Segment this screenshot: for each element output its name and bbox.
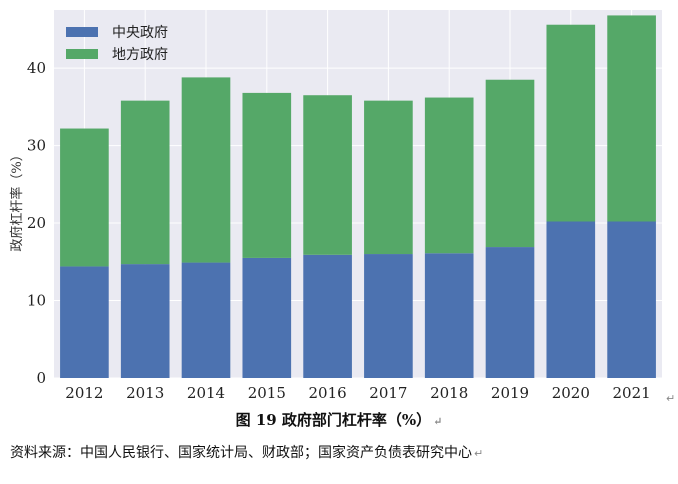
x-tick-label: 2021 [613,384,651,400]
bar-central-2014 [181,262,231,378]
y-tick-label: 30 [27,137,46,155]
paragraph-mark: ↵ [666,392,676,405]
x-tick-label: 2012 [65,384,103,400]
x-tick-label: 2014 [187,384,225,400]
bar-local-2015 [242,92,292,258]
y-tick-label: 0 [36,369,46,387]
x-tick-label: 2016 [309,384,347,400]
x-tick-label: 2018 [430,384,468,400]
bar-central-2015 [242,257,292,378]
x-tick-label: 2015 [248,384,286,400]
x-tick-labels: 2012 2013 2014 2015 2016 2017 2018 2019 2020 2021 [65,384,650,400]
x-tick-label: 2017 [369,384,407,400]
bar-local-2014 [181,77,231,263]
bar-central-2018 [424,253,474,378]
bar-local-2017 [364,100,413,255]
caption-text: 图 19 政府部门杠杆率（%） [235,411,432,429]
x-tick-label: 2019 [491,384,529,400]
source-text: 资料来源：中国人民银行、国家统计局、财政部；国家资产负债表研究中心 [10,445,472,461]
bar-central-2020 [546,221,596,378]
caption-paragraph-mark: ↵ [433,415,443,428]
legend-swatch-central [66,27,98,37]
y-tick-label: 10 [27,292,46,310]
bar-local-2019 [485,79,535,248]
legend-label-local: 地方政府 [112,47,168,63]
y-tick-label: 40 [27,59,46,77]
bar-local-2012 [60,128,109,267]
bars-group [60,15,656,378]
legend-label-central: 中央政府 [112,25,168,41]
bar-central-2013 [120,264,170,378]
bar-local-2018 [424,97,474,254]
y-tick-labels: 0 10 20 30 40 [27,59,46,387]
bar-central-2017 [364,254,413,378]
bar-local-2021 [607,15,656,222]
x-tick-label: 2013 [126,384,164,400]
figure-caption: 图 19 政府部门杠杆率（%） ↵ [0,409,678,430]
source-paragraph-mark: ↵ [474,447,484,460]
bar-local-2016 [303,95,352,255]
legend: 中央政府 地方政府 [66,25,168,63]
bar-local-2020 [546,24,596,222]
y-axis-label: 政府杠杆率（%） [9,148,25,251]
y-tick-label: 20 [27,214,46,232]
bar-central-2012 [60,266,109,378]
legend-swatch-local [66,49,98,59]
bar-local-2013 [120,100,170,265]
bar-central-2021 [607,221,656,378]
source-note: 资料来源：中国人民银行、国家统计局、财政部；国家资产负债表研究中心 ↵ [10,442,483,462]
bar-central-2019 [485,247,535,378]
bar-central-2016 [303,254,352,378]
x-tick-label: 2020 [552,384,590,400]
